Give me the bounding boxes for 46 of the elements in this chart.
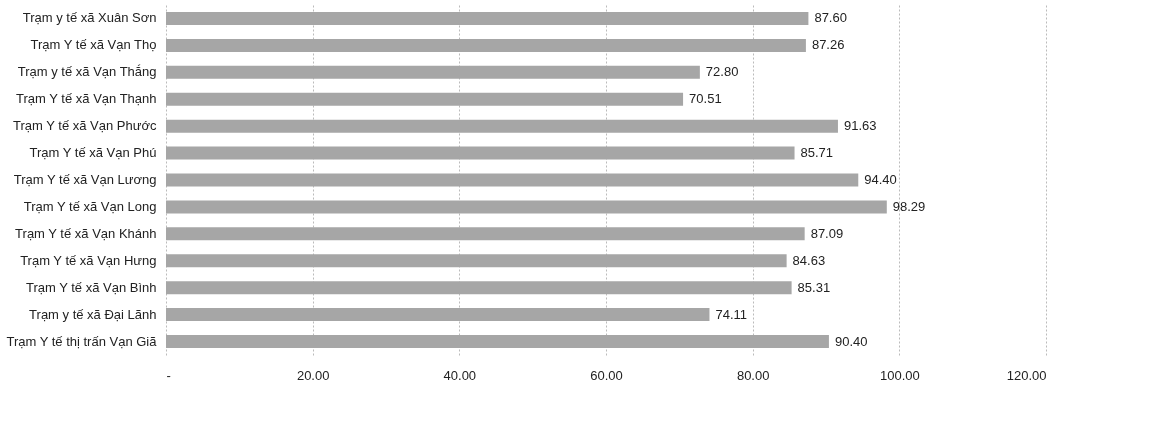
data-label: 90.40 [834, 333, 868, 349]
data-label: 98.29 [892, 198, 926, 214]
x-tick-label: 60.00 [590, 367, 623, 383]
x-tick-label: 40.00 [443, 367, 477, 383]
bar [166, 227, 805, 241]
y-tick-label: Trạm Y tế xã Vạn Thạnh [16, 91, 157, 107]
data-label: 87.09 [810, 225, 844, 241]
y-tick-label: Trạm Y tế xã Vạn Khánh [15, 225, 157, 241]
bar [166, 173, 859, 187]
y-tick-label: Trạm Y tế xã Vạn Thọ [30, 37, 157, 53]
y-tick-label: Trạm y tế xã Đại Lãnh [29, 306, 157, 322]
x-tick-label: 120.00 [1006, 367, 1047, 383]
y-tick-label: Trạm Y tế xã Vạn Long [23, 198, 157, 214]
bar [166, 146, 795, 160]
bar [166, 308, 710, 322]
data-label: 72.80 [705, 64, 739, 80]
data-label: 87.60 [814, 10, 847, 26]
x-tick-label: 20.00 [296, 367, 330, 383]
data-label: 84.63 [792, 252, 826, 268]
x-tick-label: 100.00 [879, 367, 920, 383]
bar [166, 335, 829, 349]
bar [166, 281, 792, 295]
x-tick-label: - [166, 367, 171, 383]
bar [166, 92, 684, 106]
x-tick-label: 80.00 [736, 367, 770, 383]
bar [166, 11, 809, 25]
y-tick-label: Trạm y tế xã Xuân Sơn [22, 10, 157, 26]
y-tick-label: Trạm Y tế thị trấn Vạn Giã [6, 333, 158, 349]
bar [166, 38, 806, 52]
y-tick-label: Trạm Y tế xã Vạn Bình [25, 279, 157, 295]
y-tick-label: Trạm Y tế xã Vạn Lương [13, 172, 157, 187]
data-label: 85.31 [797, 279, 831, 295]
data-label: 74.11 [715, 306, 748, 322]
data-label: 70.51 [689, 91, 722, 107]
bar [166, 119, 838, 133]
y-tick-label: Trạm Y tế xã Vạn Hưng [20, 252, 157, 268]
y-tick-label: Trạm Y tế xã Vạn Phú [29, 145, 157, 161]
data-label: 87.26 [811, 37, 845, 53]
bar [166, 254, 787, 268]
data-label: 94.40 [864, 172, 897, 187]
y-tick-label: Trạm Y tế xã Vạn Phước [13, 118, 157, 134]
y-tick-label: Trạm y tế xã Vạn Thắng [17, 64, 157, 80]
bar [166, 200, 887, 214]
bar [166, 65, 700, 79]
data-label: 85.71 [800, 145, 834, 161]
data-label: 91.63 [843, 118, 877, 134]
